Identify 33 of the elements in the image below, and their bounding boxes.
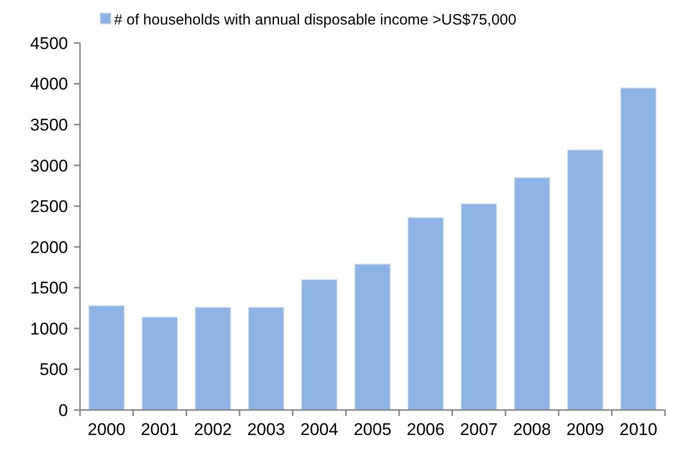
y-tick-label: 4500 [30,34,68,53]
x-tick-label: 2006 [406,420,445,439]
x-tick-label: 2003 [247,420,286,439]
x-tick-label: 2009 [566,420,604,439]
x-tick-label: 2010 [619,420,658,439]
bar [407,217,444,410]
y-tick-label: 3000 [30,156,68,176]
x-tick-label: 2008 [513,420,551,439]
bar [194,306,232,410]
bar [620,87,657,410]
bar [141,316,178,410]
y-tick-label: 1000 [30,319,68,338]
y-tick-label: 1500 [30,278,68,298]
bar [514,177,550,410]
bar [88,305,125,410]
y-tick-label: 2500 [30,197,68,216]
x-tick-label: 2001 [140,420,179,439]
legend-label: # of households with annual disposable income >US$75,000 [114,11,516,28]
x-tick-label: 2002 [194,420,232,439]
x-tick-label: 2005 [354,420,392,439]
y-tick-label: 500 [40,360,68,380]
bar [248,306,284,410]
y-tick-label: 0 [58,400,68,420]
bar [301,279,338,410]
bar [354,264,391,410]
y-tick-label: 2000 [30,238,68,257]
bar [460,203,498,410]
x-tick-label: 2004 [300,420,338,439]
x-tick-label: 2000 [88,420,126,439]
y-tick-label: 3500 [30,116,68,135]
x-tick-label: 2007 [460,420,498,439]
bar [566,149,604,410]
y-tick-label: 4000 [30,74,68,94]
